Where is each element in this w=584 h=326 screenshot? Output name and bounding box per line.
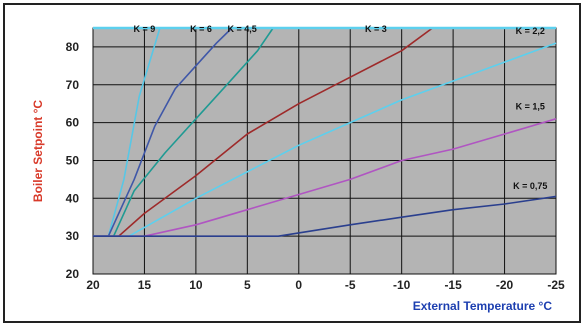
y-axis-title: Boiler Setpoint °C <box>31 100 45 202</box>
y-tick-label: 20 <box>66 267 80 281</box>
x-tick-label: 20 <box>86 278 100 292</box>
x-tick-label: -5 <box>345 278 356 292</box>
y-axis-ticks: 20 30 40 50 60 70 80 <box>66 40 80 281</box>
y-tick-label: 70 <box>66 78 80 92</box>
y-tick-label: 80 <box>66 40 80 54</box>
x-tick-label: -15 <box>444 278 462 292</box>
x-axis-ticks: 20 15 10 5 0 -5 -10 -15 -20 -25 <box>86 278 565 292</box>
x-tick-label: 0 <box>295 278 302 292</box>
x-tick-label: 10 <box>189 278 203 292</box>
k-label: K = 1,5 <box>516 102 545 112</box>
x-axis-title: External Temperature °C <box>413 299 553 313</box>
k-label: K = 9 <box>134 24 156 34</box>
k-label: K = 2,2 <box>516 26 545 36</box>
x-tick-label: -10 <box>393 278 411 292</box>
series-line-1 <box>93 27 233 237</box>
k-label: K = 3 <box>365 24 387 34</box>
plot-area <box>93 28 556 274</box>
x-tick-label: -20 <box>496 278 514 292</box>
series-line-5 <box>93 118 557 237</box>
y-tick-label: 50 <box>66 153 80 167</box>
y-tick-label: 40 <box>66 191 80 205</box>
series-line-6 <box>93 195 557 237</box>
series-lines <box>93 27 557 237</box>
series-line-4 <box>93 42 557 237</box>
x-tick-label: 15 <box>138 278 152 292</box>
y-tick-label: 30 <box>66 229 80 243</box>
series-line-2 <box>93 27 274 237</box>
k-labels: K = 9 K = 6 K = 4,5 K = 3 K = 2,2 K = 1,5 K = … <box>134 24 548 191</box>
x-tick-label: 5 <box>244 278 251 292</box>
x-tick-label: -25 <box>547 278 565 292</box>
series-line-3 <box>93 27 433 237</box>
k-label: K = 4,5 <box>228 24 257 34</box>
y-tick-label: 60 <box>66 116 80 130</box>
k-label: K = 0,75 <box>513 181 547 191</box>
k-label: K = 6 <box>190 24 212 34</box>
